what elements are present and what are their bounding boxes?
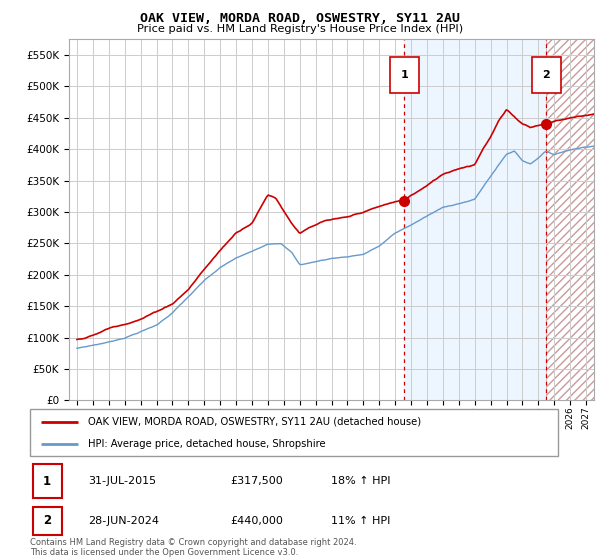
Text: 28-JUN-2024: 28-JUN-2024 — [88, 516, 159, 526]
Bar — [404, 39, 546, 400]
Bar — [546, 39, 594, 400]
Text: £440,000: £440,000 — [230, 516, 284, 526]
Text: 1: 1 — [400, 71, 408, 80]
Text: 18% ↑ HPI: 18% ↑ HPI — [331, 476, 391, 486]
Text: 1: 1 — [43, 474, 51, 488]
FancyBboxPatch shape — [532, 57, 560, 94]
Text: 31-JUL-2015: 31-JUL-2015 — [88, 476, 156, 486]
FancyBboxPatch shape — [30, 409, 558, 456]
Text: OAK VIEW, MORDA ROAD, OSWESTRY, SY11 2AU (detached house): OAK VIEW, MORDA ROAD, OSWESTRY, SY11 2AU… — [88, 417, 421, 427]
Text: 2: 2 — [542, 71, 550, 80]
Text: OAK VIEW, MORDA ROAD, OSWESTRY, SY11 2AU: OAK VIEW, MORDA ROAD, OSWESTRY, SY11 2AU — [140, 12, 460, 25]
Text: £317,500: £317,500 — [230, 476, 283, 486]
Text: Price paid vs. HM Land Registry's House Price Index (HPI): Price paid vs. HM Land Registry's House … — [137, 24, 463, 34]
FancyBboxPatch shape — [390, 57, 419, 94]
FancyBboxPatch shape — [32, 464, 62, 498]
Text: 2: 2 — [43, 514, 51, 528]
Text: Contains HM Land Registry data © Crown copyright and database right 2024.
This d: Contains HM Land Registry data © Crown c… — [30, 538, 356, 557]
Text: HPI: Average price, detached house, Shropshire: HPI: Average price, detached house, Shro… — [88, 438, 326, 449]
Text: 11% ↑ HPI: 11% ↑ HPI — [331, 516, 391, 526]
FancyBboxPatch shape — [32, 507, 62, 535]
